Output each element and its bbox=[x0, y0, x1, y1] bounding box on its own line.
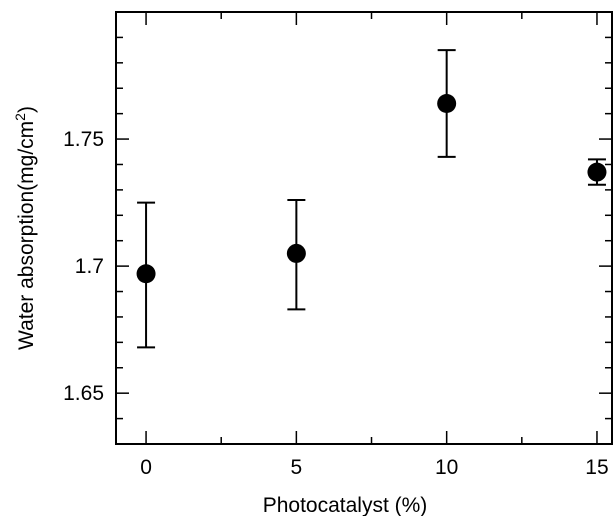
y-axis-title: Water absorption(mg/cm2) bbox=[12, 106, 38, 350]
y-axis-title-suffix: ) bbox=[15, 106, 38, 113]
y-tick-label: 1.75 bbox=[63, 128, 104, 151]
plot-frame bbox=[115, 11, 613, 445]
data-point bbox=[136, 264, 156, 284]
y-axis-title-superscript: 2 bbox=[12, 113, 28, 121]
y-tick-label: 1.65 bbox=[63, 382, 104, 405]
major-ticks bbox=[116, 12, 612, 444]
y-axis-title-main: Water absorption(mg/cm bbox=[15, 121, 38, 350]
x-tick-labels: 0 5 10 15 bbox=[140, 456, 608, 479]
x-tick-label: 0 bbox=[140, 456, 152, 479]
data-point bbox=[437, 93, 457, 113]
y-tick-labels: 1.65 1.7 1.75 bbox=[63, 128, 104, 405]
x-tick-label: 15 bbox=[585, 456, 608, 479]
data-point bbox=[587, 162, 607, 182]
x-tick-label: 10 bbox=[435, 456, 458, 479]
data-point bbox=[286, 243, 306, 263]
x-axis-title: Photocatalyst (%) bbox=[263, 494, 428, 516]
data-points bbox=[136, 93, 607, 284]
x-tick-label: 5 bbox=[291, 456, 303, 479]
y-tick-label: 1.7 bbox=[75, 255, 104, 278]
minor-ticks bbox=[116, 11, 612, 445]
error-bars bbox=[137, 49, 606, 349]
